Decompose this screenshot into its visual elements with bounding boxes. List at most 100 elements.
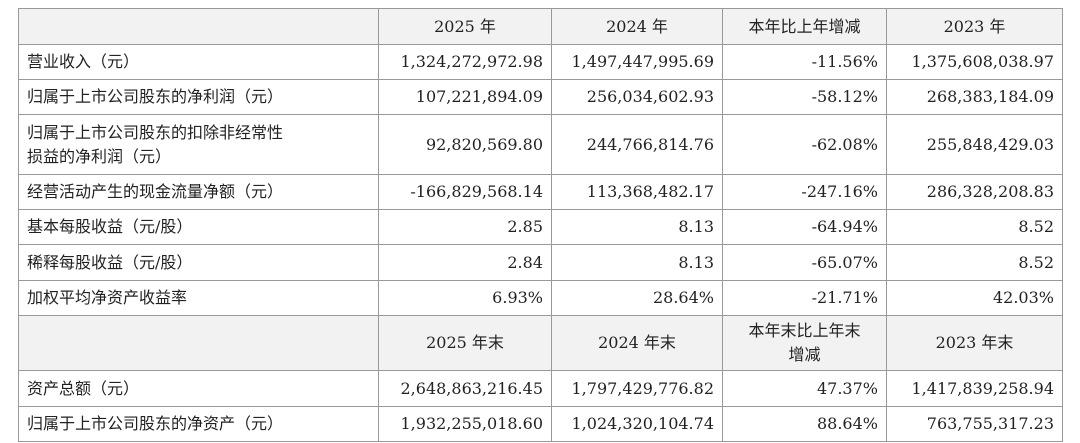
header-blank bbox=[18, 8, 379, 45]
value-cell: -58.12% bbox=[722, 79, 887, 115]
header-cell: 2023 年 bbox=[886, 8, 1063, 45]
row-label: 加权平均净资产收益率 bbox=[18, 280, 379, 316]
header-cell: 2024 年末 bbox=[551, 315, 723, 371]
header-row: 2025 年末 2024 年末 本年末比上年末增减 2023 年末 bbox=[18, 315, 1063, 371]
value-cell: 2.84 bbox=[378, 244, 552, 281]
value-text: 107,221,894.09 bbox=[415, 87, 543, 106]
value-cell: 107,221,894.09 bbox=[378, 79, 552, 115]
value-text: 2,648,863,216.45 bbox=[400, 378, 544, 398]
data-row: 经营活动产生的现金流量净额（元） -166,829,568.14 113,368,4… bbox=[18, 174, 1063, 210]
value-cell: 286,328,208.83 bbox=[886, 174, 1063, 210]
header-cell: 2025 年 bbox=[378, 8, 552, 45]
header-cell: 2023 年末 bbox=[886, 315, 1063, 371]
value-text: 1,932,255,018.60 bbox=[400, 414, 544, 433]
data-row: 稀释每股收益（元/股） 2.84 8.13 -65.07% 8.52 bbox=[18, 244, 1063, 281]
row-label: 基本每股收益（元/股） bbox=[18, 209, 379, 245]
row-label: 归属于上市公司股东的净资产（元） bbox=[18, 406, 379, 442]
header-text: 2024 年末 bbox=[598, 333, 676, 352]
data-row: 资产总额（元） 2,648,863,216.45 1,797,429,776.82 4… bbox=[18, 370, 1063, 407]
value-cell: 8.52 bbox=[886, 244, 1063, 281]
value-text: 255,848,429.03 bbox=[926, 134, 1054, 154]
value-cell: 2.85 bbox=[378, 209, 552, 245]
header-cell: 本年末比上年末增减 bbox=[722, 315, 887, 371]
value-text: 268,383,184.09 bbox=[926, 87, 1054, 106]
data-row: 归属于上市公司股东的扣除非经常性损益的净利润（元） 92,820,569.80 24… bbox=[18, 114, 1063, 175]
header-text: 2024 年 bbox=[606, 16, 668, 36]
value-text: 8.13 bbox=[678, 252, 714, 272]
value-cell: 268,383,184.09 bbox=[886, 79, 1063, 115]
value-cell: 255,848,429.03 bbox=[886, 114, 1063, 175]
value-text: -65.07% bbox=[811, 252, 878, 272]
value-text: 47.37% bbox=[816, 378, 878, 398]
value-text: -62.08% bbox=[811, 134, 878, 154]
value-text: 1,324,272,972.98 bbox=[400, 52, 544, 71]
value-text: -166,829,568.14 bbox=[410, 182, 543, 201]
financial-table: 2025 年 2024 年 本年比上年增减 2023 年营业收入（元） 1,324,27… bbox=[18, 8, 1063, 442]
value-cell: -166,829,568.14 bbox=[378, 174, 552, 210]
value-text: 244,766,814.76 bbox=[586, 134, 714, 154]
value-cell: 1,932,255,018.60 bbox=[378, 406, 552, 442]
value-cell: 47.37% bbox=[722, 370, 887, 407]
header-row: 2025 年 2024 年 本年比上年增减 2023 年 bbox=[18, 8, 1063, 45]
label-text: 营业收入（元） bbox=[27, 52, 140, 71]
label-text: 归属于上市公司股东的净资产（元） bbox=[27, 414, 284, 433]
value-cell: -62.08% bbox=[722, 114, 887, 175]
value-text: 42.03% bbox=[992, 288, 1054, 307]
value-cell: 113,368,482.17 bbox=[551, 174, 723, 210]
value-text: 8.13 bbox=[678, 217, 714, 236]
value-text: 1,497,447,995.69 bbox=[571, 52, 715, 71]
value-text: 88.64% bbox=[816, 414, 878, 433]
row-label: 归属于上市公司股东的净利润（元） bbox=[18, 79, 379, 115]
header-cell: 本年比上年增减 bbox=[722, 8, 887, 45]
value-text: 256,034,602.93 bbox=[586, 87, 714, 106]
value-text: 1,797,429,776.82 bbox=[571, 378, 715, 398]
header-cell: 2025 年末 bbox=[378, 315, 552, 371]
value-text: -64.94% bbox=[811, 217, 878, 236]
value-text: 1,375,608,038.97 bbox=[911, 52, 1055, 71]
header-text: 2023 年 bbox=[943, 16, 1006, 36]
value-text: 1,417,839,258.94 bbox=[911, 378, 1055, 398]
value-cell: 28.64% bbox=[551, 280, 723, 316]
value-cell: 1,024,320,104.74 bbox=[551, 406, 723, 442]
label-text: 归属于上市公司股东的扣除非经常性损益的净利润（元） bbox=[27, 122, 284, 166]
header-text: 本年末比上年末增减 bbox=[748, 321, 861, 364]
label-text: 经营活动产生的现金流量净额（元） bbox=[27, 182, 284, 201]
value-cell: 1,797,429,776.82 bbox=[551, 370, 723, 407]
value-cell: 42.03% bbox=[886, 280, 1063, 316]
value-cell: -65.07% bbox=[722, 244, 887, 281]
value-cell: 1,324,272,972.98 bbox=[378, 44, 552, 80]
header-blank bbox=[18, 315, 379, 371]
value-text: 28.64% bbox=[652, 288, 714, 307]
value-cell: -64.94% bbox=[722, 209, 887, 245]
value-text: -11.56% bbox=[811, 52, 878, 71]
value-cell: 763,755,317.23 bbox=[886, 406, 1063, 442]
header-text: 2023 年末 bbox=[935, 333, 1014, 352]
value-text: 113,368,482.17 bbox=[586, 182, 714, 201]
value-cell: 8.13 bbox=[551, 209, 723, 245]
value-text: -58.12% bbox=[811, 87, 878, 106]
value-cell: 88.64% bbox=[722, 406, 887, 442]
value-text: 8.52 bbox=[1018, 252, 1054, 272]
value-text: 6.93% bbox=[492, 288, 543, 307]
value-cell: 6.93% bbox=[378, 280, 552, 316]
data-row: 归属于上市公司股东的净资产（元） 1,932,255,018.60 1,024,32… bbox=[18, 406, 1063, 442]
data-row: 营业收入（元） 1,324,272,972.98 1,497,447,995.69 -… bbox=[18, 44, 1063, 80]
value-cell: 8.13 bbox=[551, 244, 723, 281]
label-text: 基本每股收益（元/股） bbox=[27, 217, 193, 236]
header-text: 本年比上年增减 bbox=[748, 16, 861, 36]
value-text: 286,328,208.83 bbox=[926, 182, 1054, 201]
row-label: 归属于上市公司股东的扣除非经常性损益的净利润（元） bbox=[18, 114, 379, 175]
value-text: 763,755,317.23 bbox=[926, 414, 1054, 433]
data-row: 加权平均净资产收益率 6.93% 28.64% -21.71% 42.03% bbox=[18, 280, 1063, 316]
value-cell: -247.16% bbox=[722, 174, 887, 210]
value-cell: -21.71% bbox=[722, 280, 887, 316]
value-cell: 256,034,602.93 bbox=[551, 79, 723, 115]
value-text: 2.84 bbox=[507, 252, 543, 272]
value-cell: 1,497,447,995.69 bbox=[551, 44, 723, 80]
header-text: 2025 年 bbox=[434, 16, 496, 36]
value-cell: 8.52 bbox=[886, 209, 1063, 245]
value-text: 8.52 bbox=[1018, 217, 1054, 236]
value-cell: 244,766,814.76 bbox=[551, 114, 723, 175]
value-cell: 1,417,839,258.94 bbox=[886, 370, 1063, 407]
header-cell: 2024 年 bbox=[551, 8, 723, 45]
